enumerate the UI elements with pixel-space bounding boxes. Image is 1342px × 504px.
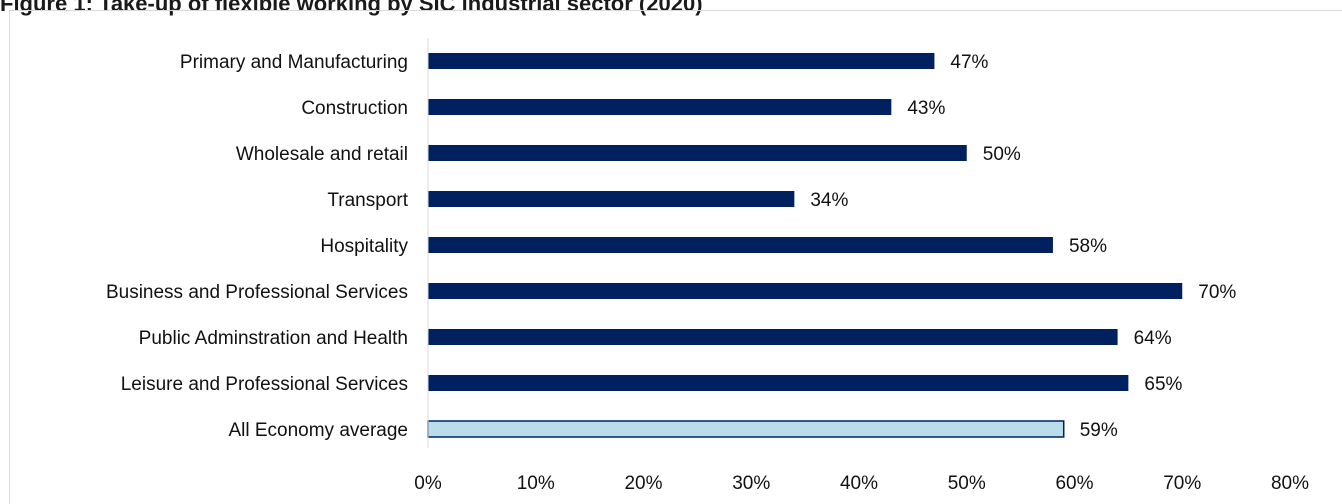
category-label-4: Hospitality <box>320 236 408 257</box>
page-title: Figure 1: Take-up of flexible working by… <box>0 0 703 16</box>
value-label-0: 47% <box>950 52 988 73</box>
bar-1 <box>428 99 892 115</box>
category-label-7: Leisure and Professional Services <box>121 374 408 395</box>
x-tick-label-6: 60% <box>1055 473 1093 494</box>
value-label-5: 70% <box>1198 282 1236 303</box>
bar-0 <box>428 53 935 69</box>
category-label-8: All Economy average <box>228 420 408 441</box>
bar-7 <box>428 375 1129 391</box>
x-tick-label-4: 40% <box>840 473 878 494</box>
x-axis-ticks: 0% 10% 20% 30% 40% 50% 60% 70% 80% <box>414 473 1309 494</box>
bar-2 <box>428 145 967 161</box>
category-label-1: Construction <box>301 98 408 119</box>
x-tick-label-8: 80% <box>1271 473 1309 494</box>
bar-4 <box>428 237 1053 253</box>
x-tick-label-0: 0% <box>414 473 442 494</box>
x-tick-label-5: 50% <box>948 473 986 494</box>
value-label-7: 65% <box>1144 374 1182 395</box>
category-label-5: Business and Professional Services <box>106 282 408 303</box>
bars-group <box>427 53 1183 438</box>
value-label-8: 59% <box>1080 420 1118 441</box>
value-label-1: 43% <box>907 98 945 119</box>
x-tick-label-3: 30% <box>732 473 770 494</box>
x-tick-label-2: 20% <box>624 473 662 494</box>
value-label-3: 34% <box>810 190 848 211</box>
bar-8 <box>427 420 1065 438</box>
value-labels: 47% 43% 50% 34% 58% 70% 64% 65% 59% <box>810 52 1236 441</box>
x-tick-label-1: 10% <box>517 473 555 494</box>
category-label-6: Public Adminstration and Health <box>139 328 408 349</box>
x-tick-label-7: 70% <box>1163 473 1201 494</box>
value-label-4: 58% <box>1069 236 1107 257</box>
value-label-6: 64% <box>1134 328 1172 349</box>
category-label-0: Primary and Manufacturing <box>180 52 408 73</box>
bar-5 <box>428 283 1183 299</box>
chart-frame <box>9 10 1342 504</box>
bar-6 <box>428 329 1118 345</box>
bar-3 <box>428 191 795 207</box>
category-label-3: Transport <box>327 190 408 211</box>
category-label-2: Wholesale and retail <box>236 144 408 165</box>
category-labels: Primary and Manufacturing Construction Who… <box>106 52 409 441</box>
value-label-2: 50% <box>983 144 1021 165</box>
